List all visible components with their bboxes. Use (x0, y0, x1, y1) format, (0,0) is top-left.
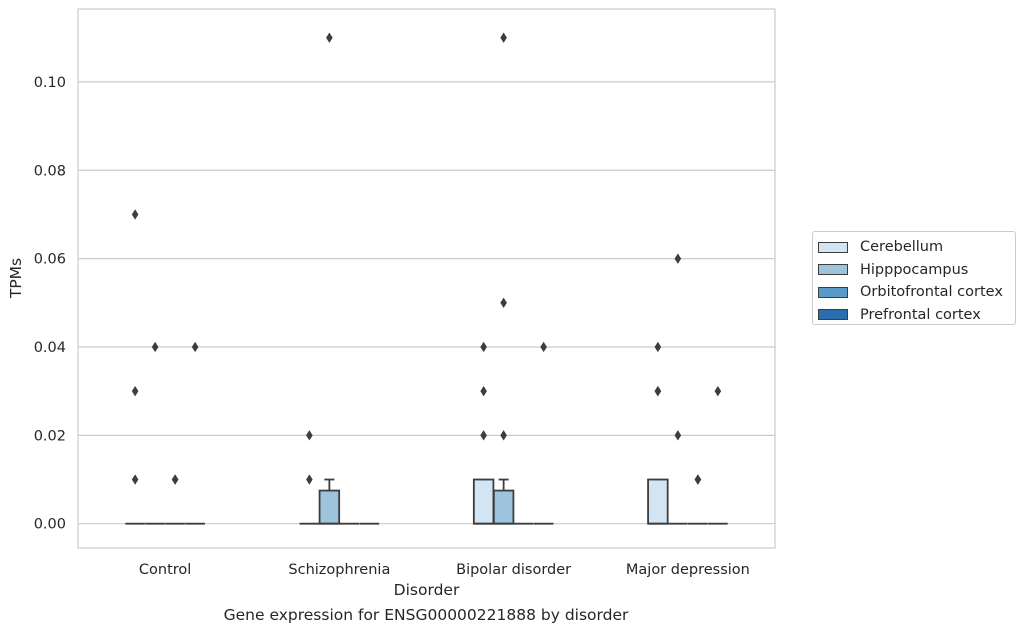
legend-swatch (818, 309, 848, 321)
legend-label: Cerebellum (860, 239, 944, 256)
outlier-point (674, 253, 682, 264)
outlier-point (480, 385, 487, 397)
outlier-point (306, 430, 313, 441)
x-tick-labels: Control Schizophrenia Bipolar disorder Majo… (139, 562, 750, 578)
y-tick-label: 0.04 (34, 340, 66, 356)
outlier-points (131, 32, 722, 485)
y-tick-label: 0.10 (34, 75, 66, 91)
y-axis-label: TPMs (7, 258, 25, 299)
y-tick-label: 0.00 (34, 517, 66, 533)
legend-item: Hipppocampus (818, 259, 1015, 282)
legend-item: Prefrontal cortex (818, 304, 1015, 327)
x-tick-label: Schizophrenia (288, 562, 390, 578)
outlier-point (171, 474, 179, 485)
outlier-point (480, 341, 487, 353)
legend-label: Hipppocampus (860, 261, 969, 278)
legend-swatch (818, 241, 848, 253)
outlier-point (694, 474, 702, 485)
outlier-point (540, 341, 547, 353)
outlier-point (151, 341, 159, 353)
outlier-point (654, 341, 662, 353)
outlier-point (326, 32, 333, 43)
y-tick-label: 0.08 (34, 163, 66, 179)
legend-label: Prefrontal cortex (860, 306, 981, 323)
outlier-point (674, 430, 682, 441)
y-tick-label: 0.02 (34, 428, 66, 444)
outlier-point (714, 385, 722, 397)
legend-item: Orbitofrontal cortex (818, 281, 1015, 304)
box-hipppocampus (492, 478, 515, 525)
outlier-point (500, 297, 507, 308)
outlier-point (131, 474, 139, 485)
plot-frame (77, 8, 776, 549)
outlier-point (131, 209, 139, 220)
y-tick-label: 0.06 (34, 252, 66, 268)
legend-swatch (818, 264, 848, 276)
grid-lines (78, 81, 775, 525)
x-tick-label: Control (139, 562, 191, 578)
box-plots (125, 478, 728, 525)
legend-item: Cerebellum (818, 236, 1015, 259)
box-hipppocampus (318, 478, 341, 525)
outlier-point (500, 430, 507, 441)
outlier-point (480, 430, 487, 441)
outlier-point (306, 474, 313, 485)
x-tick-label: Bipolar disorder (456, 562, 571, 578)
chart-caption: Gene expression for ENSG00000221888 by d… (223, 606, 629, 624)
outlier-point (191, 341, 199, 353)
outlier-point (654, 385, 662, 397)
box-cerebellum (647, 478, 669, 525)
outlier-point (500, 32, 507, 43)
legend-swatch (818, 286, 848, 298)
box-cerebellum (472, 478, 495, 525)
x-tick-label: Major depression (626, 562, 750, 578)
x-axis-label: Disorder (394, 581, 460, 599)
legend-label: Orbitofrontal cortex (860, 284, 1003, 301)
legend: Cerebellum Hipppocampus Orbitofrontal cort… (812, 231, 1016, 325)
y-tick-labels: 0.00 0.02 0.04 0.06 0.08 0.10 (34, 75, 66, 533)
outlier-point (131, 385, 139, 397)
